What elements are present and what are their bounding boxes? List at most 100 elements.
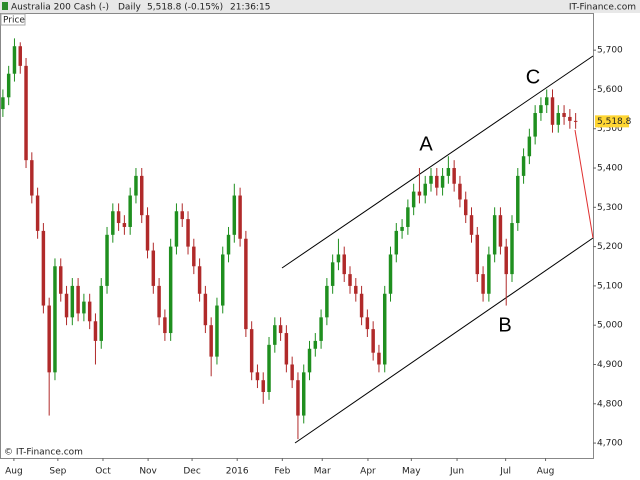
icon xyxy=(2,2,8,10)
candle-body xyxy=(423,183,427,196)
candle-body xyxy=(87,301,92,322)
candle-body xyxy=(301,372,306,416)
y-tick-label: 5,200 xyxy=(597,242,623,252)
period: Daily xyxy=(118,3,141,13)
candle-body xyxy=(573,120,578,122)
top-bar xyxy=(0,0,640,13)
candle-body xyxy=(215,305,219,357)
candle-body xyxy=(492,215,497,255)
candle-body xyxy=(556,113,561,125)
candle-body xyxy=(319,317,323,341)
x-tick-label: Jul xyxy=(499,467,511,477)
title: Australia 200 Cash (-) xyxy=(11,3,109,13)
candle-body xyxy=(203,293,208,326)
annotation: A xyxy=(419,133,433,155)
candle-body xyxy=(82,301,86,314)
candle-body xyxy=(440,175,445,188)
x-tick-label: Feb xyxy=(274,467,290,477)
candle-body xyxy=(18,46,22,66)
last-price-label: 5,518.8 xyxy=(597,117,632,127)
x-tick-label: Sep xyxy=(49,467,66,477)
upper-channel xyxy=(281,55,594,269)
candle-body xyxy=(521,156,526,176)
candle-body xyxy=(47,305,51,373)
candle-body xyxy=(510,223,514,275)
candle-body xyxy=(481,274,485,294)
candle-body xyxy=(330,262,335,286)
candle-body xyxy=(388,254,393,294)
y-tick-label: 4,800 xyxy=(597,399,623,409)
candle-body xyxy=(411,191,416,208)
y-tick-label: 4,700 xyxy=(597,439,623,449)
x-tick-label: Mar xyxy=(314,467,331,477)
candle-body xyxy=(498,215,503,247)
y-tick-label: 5,500 xyxy=(597,124,623,134)
plot-frame xyxy=(0,13,594,459)
x-tick-label: Nov xyxy=(139,467,157,477)
candle-body xyxy=(180,211,184,220)
trend-channel xyxy=(281,55,594,444)
candle-body xyxy=(145,215,150,251)
candle-body xyxy=(140,175,144,216)
projection-line xyxy=(574,129,594,239)
candle-body xyxy=(354,285,358,294)
last-price-tag xyxy=(595,115,629,128)
candle-body xyxy=(435,175,439,188)
candle-body xyxy=(296,380,300,416)
candle-body xyxy=(76,285,80,314)
footer: © IT-Finance.com xyxy=(4,448,83,458)
candle-body xyxy=(417,191,422,196)
x-tick-label: Jun xyxy=(449,467,464,477)
candle-body xyxy=(255,372,260,381)
panel-label: Price xyxy=(3,16,25,26)
candle-body xyxy=(238,195,242,239)
candle-body xyxy=(24,65,28,161)
candle-body xyxy=(273,325,277,345)
x-tick-label: Aug xyxy=(537,467,555,477)
candle-body xyxy=(59,266,63,294)
candle-body xyxy=(475,234,480,275)
candle-body xyxy=(544,97,549,106)
candle-body xyxy=(533,113,537,137)
candle-body xyxy=(382,293,387,365)
candle-body xyxy=(192,246,196,267)
candle-body xyxy=(516,175,520,224)
candle-body xyxy=(168,246,173,334)
candle-body xyxy=(6,73,11,98)
y-tick-label: 5,700 xyxy=(597,46,623,56)
candle-body xyxy=(562,113,566,117)
candle-body xyxy=(365,317,370,330)
candle-body xyxy=(313,340,318,349)
candle-body xyxy=(93,321,98,341)
candle-body xyxy=(64,293,69,318)
candle-body xyxy=(469,215,474,235)
candle-body xyxy=(30,160,34,196)
candle-body xyxy=(70,285,75,318)
candle-body xyxy=(157,285,161,318)
quote: 5,518.8 (-0.15%) xyxy=(147,3,223,13)
brand: IT-Finance.com xyxy=(569,3,636,13)
candle-body xyxy=(394,230,399,255)
x-tick-label: 2016 xyxy=(226,467,249,477)
x-tick-label: Dec xyxy=(183,467,200,477)
candle-body xyxy=(307,348,312,373)
candle-body xyxy=(151,250,156,286)
candle-body xyxy=(359,293,364,318)
candle-body xyxy=(336,254,341,263)
candle-body xyxy=(197,266,202,294)
candle-body xyxy=(1,97,5,110)
candle-body xyxy=(261,380,265,392)
candle-body xyxy=(458,183,462,200)
candle-body xyxy=(12,46,17,74)
candle-body xyxy=(539,105,543,114)
candle-body xyxy=(226,234,231,255)
candle-body xyxy=(348,274,352,286)
x-tick-label: Apr xyxy=(360,467,376,477)
candle-body xyxy=(111,211,115,235)
candle-body xyxy=(116,211,121,224)
candle-body xyxy=(35,195,40,231)
time: 21:36:15 xyxy=(230,3,270,13)
candle-body xyxy=(371,329,375,353)
y-tick-label: 5,600 xyxy=(597,85,623,95)
